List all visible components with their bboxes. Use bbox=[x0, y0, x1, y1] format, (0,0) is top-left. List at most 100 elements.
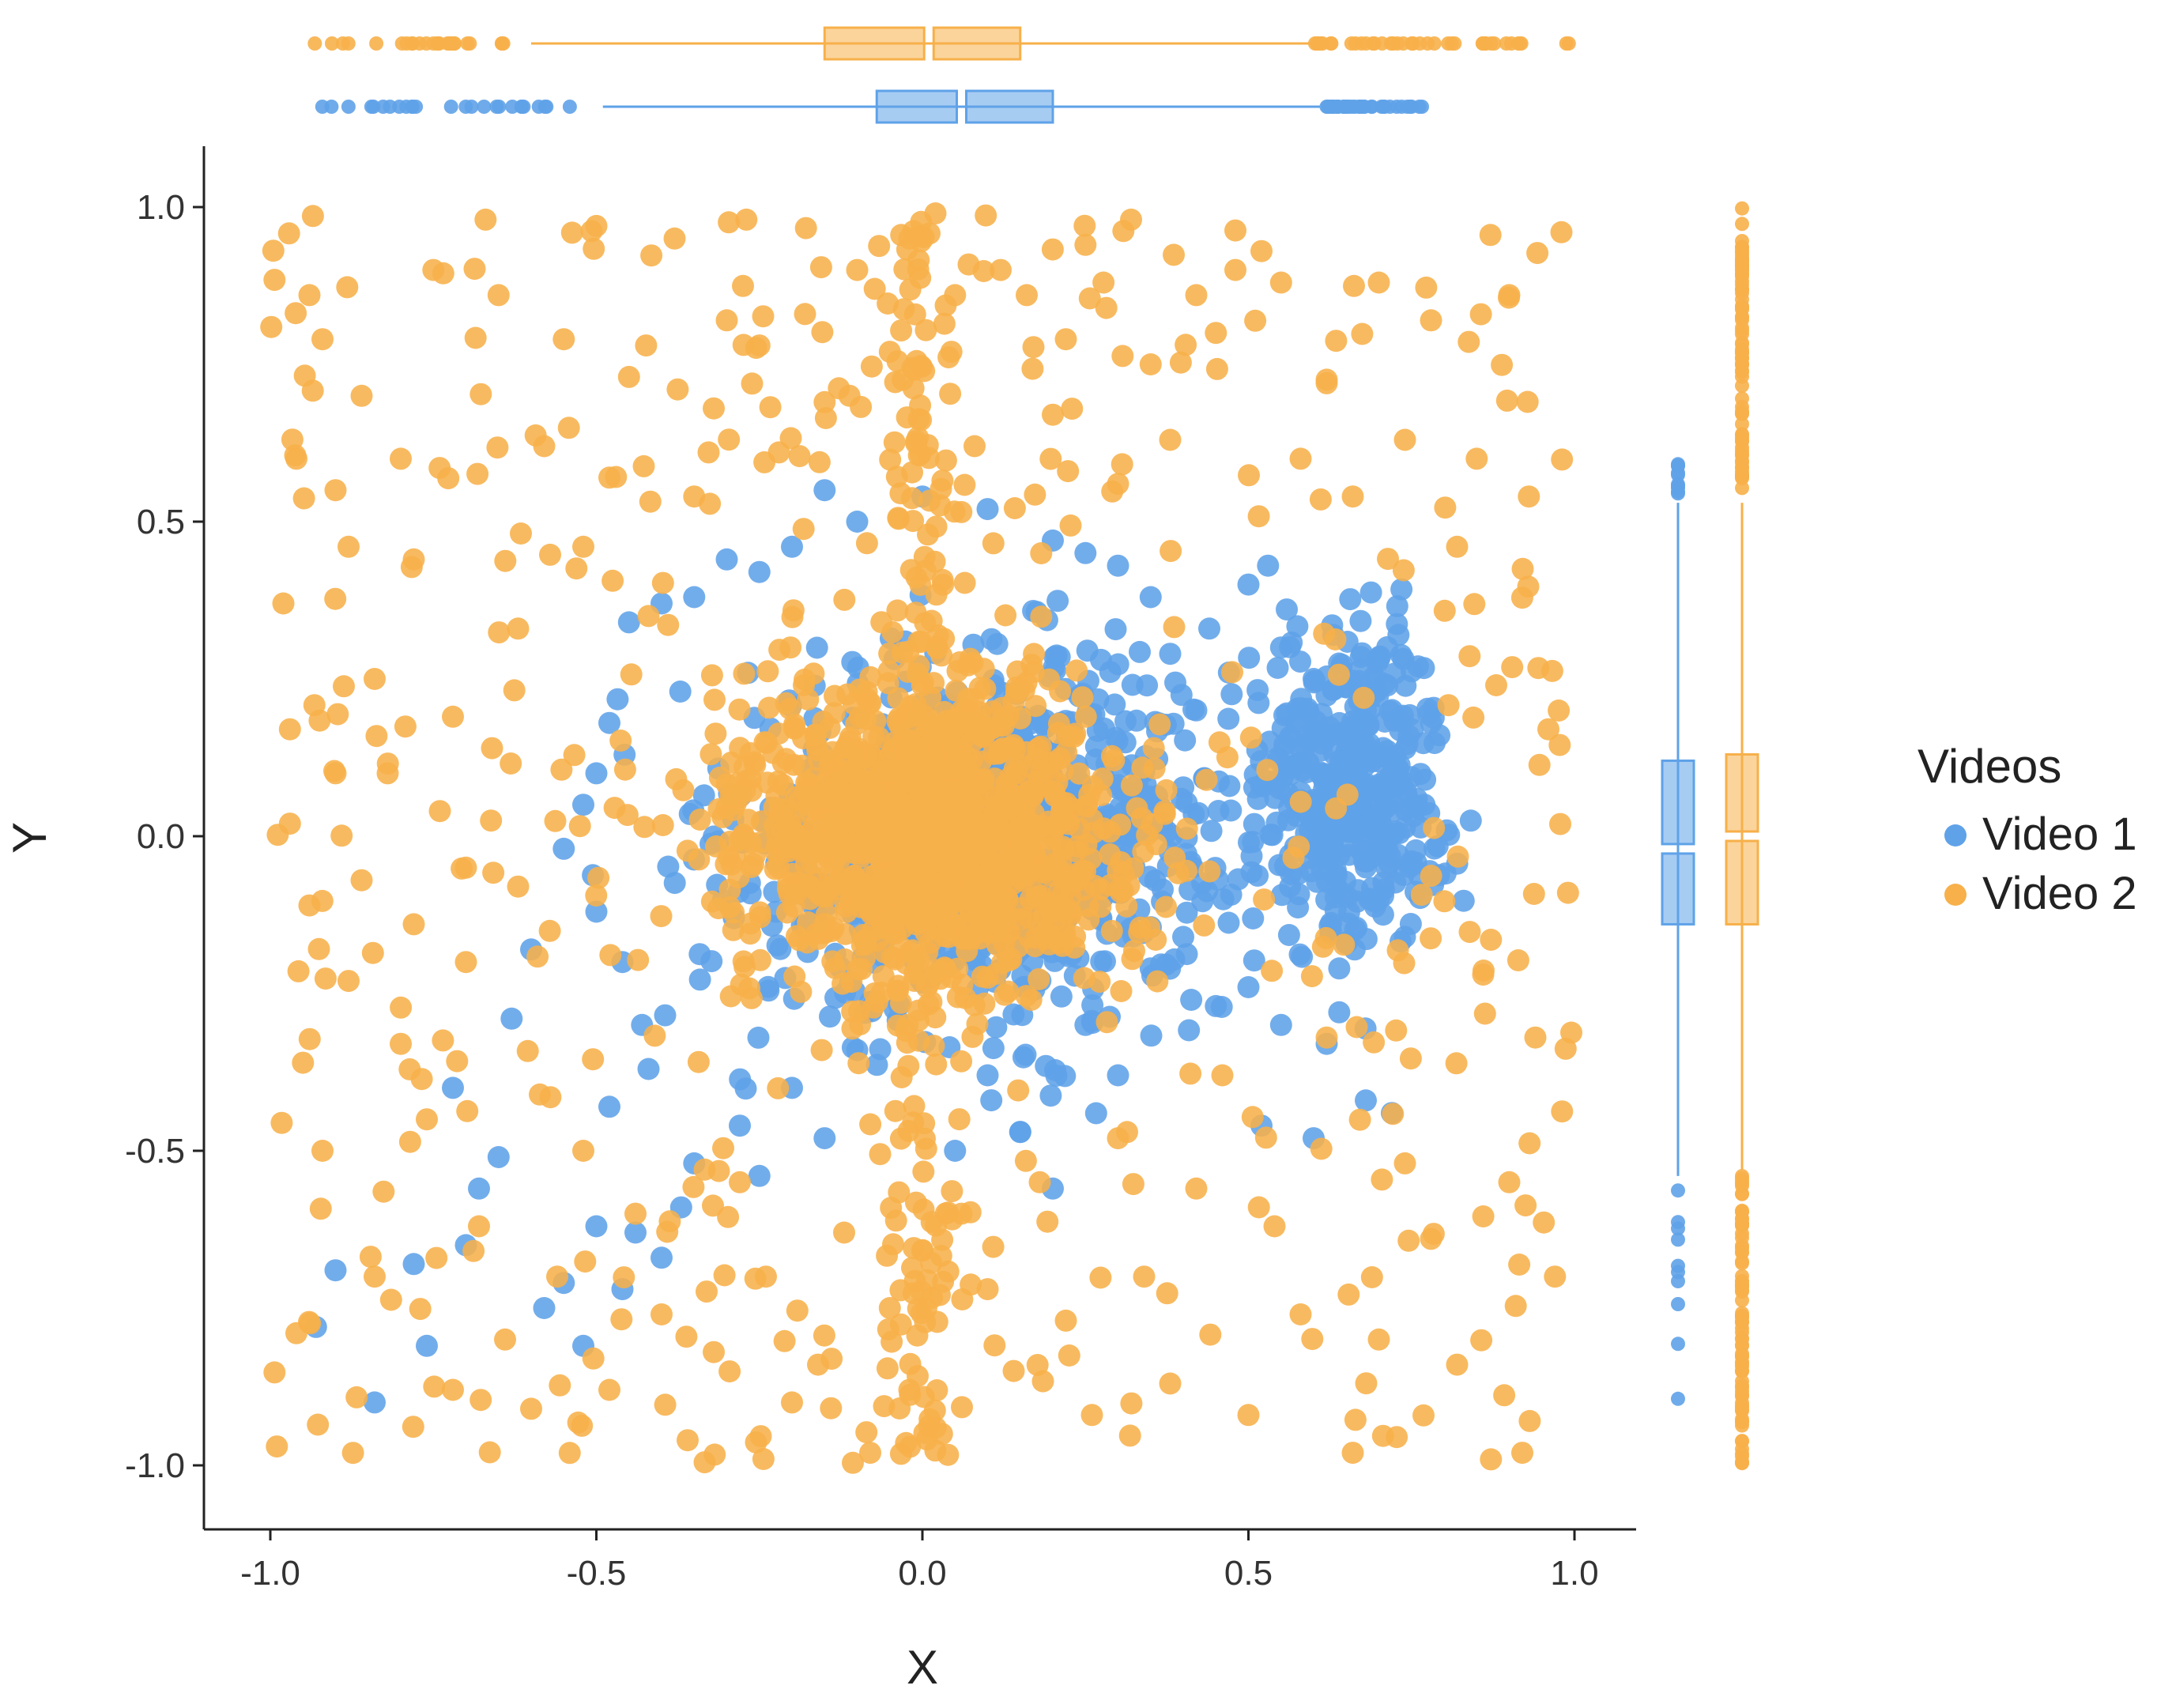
video2-point bbox=[516, 1039, 539, 1062]
video2-point bbox=[739, 912, 762, 935]
video1-point bbox=[606, 688, 629, 711]
y-boxplot-outlier bbox=[1735, 1293, 1749, 1308]
video2-point bbox=[1491, 353, 1514, 376]
video1-point bbox=[1459, 809, 1482, 832]
video1-point bbox=[487, 1146, 510, 1168]
video2-point bbox=[885, 466, 908, 488]
video1-point bbox=[585, 1215, 608, 1238]
video2-point bbox=[1002, 691, 1025, 713]
y-boxplot-outlier bbox=[1735, 391, 1749, 406]
video1-point bbox=[980, 628, 1003, 650]
video2-point bbox=[1026, 747, 1048, 770]
video2-point bbox=[1185, 1177, 1208, 1200]
video1-point bbox=[669, 681, 692, 703]
video2-point bbox=[567, 1411, 590, 1434]
video2-point bbox=[624, 1202, 647, 1225]
video2-point bbox=[1142, 737, 1165, 760]
video2-point bbox=[1139, 353, 1162, 375]
video2-point bbox=[811, 321, 834, 344]
video1-point bbox=[1243, 949, 1265, 972]
video2-point bbox=[549, 1374, 571, 1397]
video2-point bbox=[298, 1027, 321, 1050]
video2-point bbox=[486, 436, 509, 459]
video2-point bbox=[409, 1298, 432, 1321]
video2-point bbox=[924, 1006, 947, 1029]
video1-point bbox=[1164, 671, 1186, 694]
video2-point bbox=[855, 532, 878, 555]
video1-point bbox=[1104, 618, 1127, 641]
video2-point bbox=[1351, 322, 1374, 345]
video2-point bbox=[582, 1347, 605, 1370]
video2-point bbox=[870, 611, 893, 634]
video1-point bbox=[1269, 1013, 1292, 1036]
video1-point bbox=[1269, 636, 1292, 659]
video2-point bbox=[1392, 559, 1415, 582]
video1-point bbox=[1384, 662, 1406, 685]
video2-point bbox=[688, 848, 711, 871]
video2-point bbox=[437, 467, 460, 490]
video2-point bbox=[990, 738, 1013, 761]
video1-point bbox=[1381, 699, 1404, 722]
video2-point bbox=[1009, 832, 1031, 855]
video2-point bbox=[640, 244, 663, 267]
video2-point bbox=[1107, 473, 1129, 496]
video2-point bbox=[359, 1246, 382, 1269]
video2-point bbox=[1049, 747, 1072, 770]
video2-point bbox=[820, 1397, 843, 1420]
video1-point bbox=[1205, 994, 1227, 1017]
x-boxplot-box bbox=[875, 89, 958, 124]
video2-point bbox=[765, 785, 788, 807]
video1-point bbox=[1107, 1064, 1129, 1087]
x-boxplot-outlier bbox=[1367, 36, 1382, 51]
video2-point bbox=[1253, 888, 1276, 911]
video2-point bbox=[1261, 960, 1284, 982]
x-boxplot-outlier bbox=[369, 36, 384, 51]
video2-point bbox=[786, 1299, 809, 1322]
video2-point bbox=[1244, 309, 1267, 332]
video2-point bbox=[929, 494, 952, 517]
video2-point bbox=[737, 809, 760, 831]
video2-point bbox=[931, 469, 954, 492]
video2-point bbox=[1367, 1328, 1390, 1351]
x-axis-ticks: -1.0 -0.5 0.0 0.5 1.0 bbox=[240, 1529, 1599, 1593]
video2-point bbox=[749, 1425, 772, 1448]
video2-point bbox=[1254, 1126, 1277, 1149]
video2-point bbox=[298, 894, 321, 917]
video1-point bbox=[1394, 737, 1417, 760]
video2-point bbox=[1498, 1171, 1521, 1193]
video2-point bbox=[398, 1130, 421, 1153]
video1-point bbox=[1328, 1001, 1351, 1024]
video2-point bbox=[1420, 1227, 1442, 1250]
x-boxplot-outlier bbox=[462, 36, 477, 51]
video2-point bbox=[884, 948, 907, 971]
video1-point bbox=[1159, 643, 1182, 665]
video2-point bbox=[1043, 785, 1066, 808]
video2-point bbox=[1089, 1266, 1112, 1289]
video2-point bbox=[1518, 485, 1540, 508]
video2-point bbox=[1549, 813, 1571, 835]
video2-point bbox=[704, 722, 727, 745]
video1-point bbox=[1129, 640, 1151, 663]
video1-point bbox=[1054, 1065, 1077, 1088]
video2-point bbox=[654, 1393, 677, 1416]
video2-point bbox=[478, 1441, 501, 1464]
video2-point bbox=[1120, 1392, 1143, 1415]
video2-point bbox=[1341, 1442, 1364, 1465]
video2-point bbox=[889, 1313, 912, 1336]
video1-point bbox=[1303, 668, 1325, 690]
video2-point bbox=[904, 601, 927, 624]
video2-point bbox=[520, 1397, 542, 1420]
video1-point bbox=[1367, 750, 1390, 773]
video1-point bbox=[1407, 655, 1429, 678]
video2-point bbox=[1163, 243, 1185, 266]
video2-point bbox=[402, 548, 425, 571]
video2-point bbox=[627, 948, 650, 971]
video2-point bbox=[1371, 1424, 1394, 1447]
video2-point bbox=[1095, 1011, 1118, 1034]
video2-point bbox=[1412, 1404, 1435, 1427]
video2-point bbox=[914, 319, 937, 341]
video2-point bbox=[868, 235, 891, 258]
video2-point bbox=[1016, 907, 1039, 929]
video2-point bbox=[779, 636, 802, 659]
y-boxplot-outlier bbox=[1735, 1325, 1749, 1340]
